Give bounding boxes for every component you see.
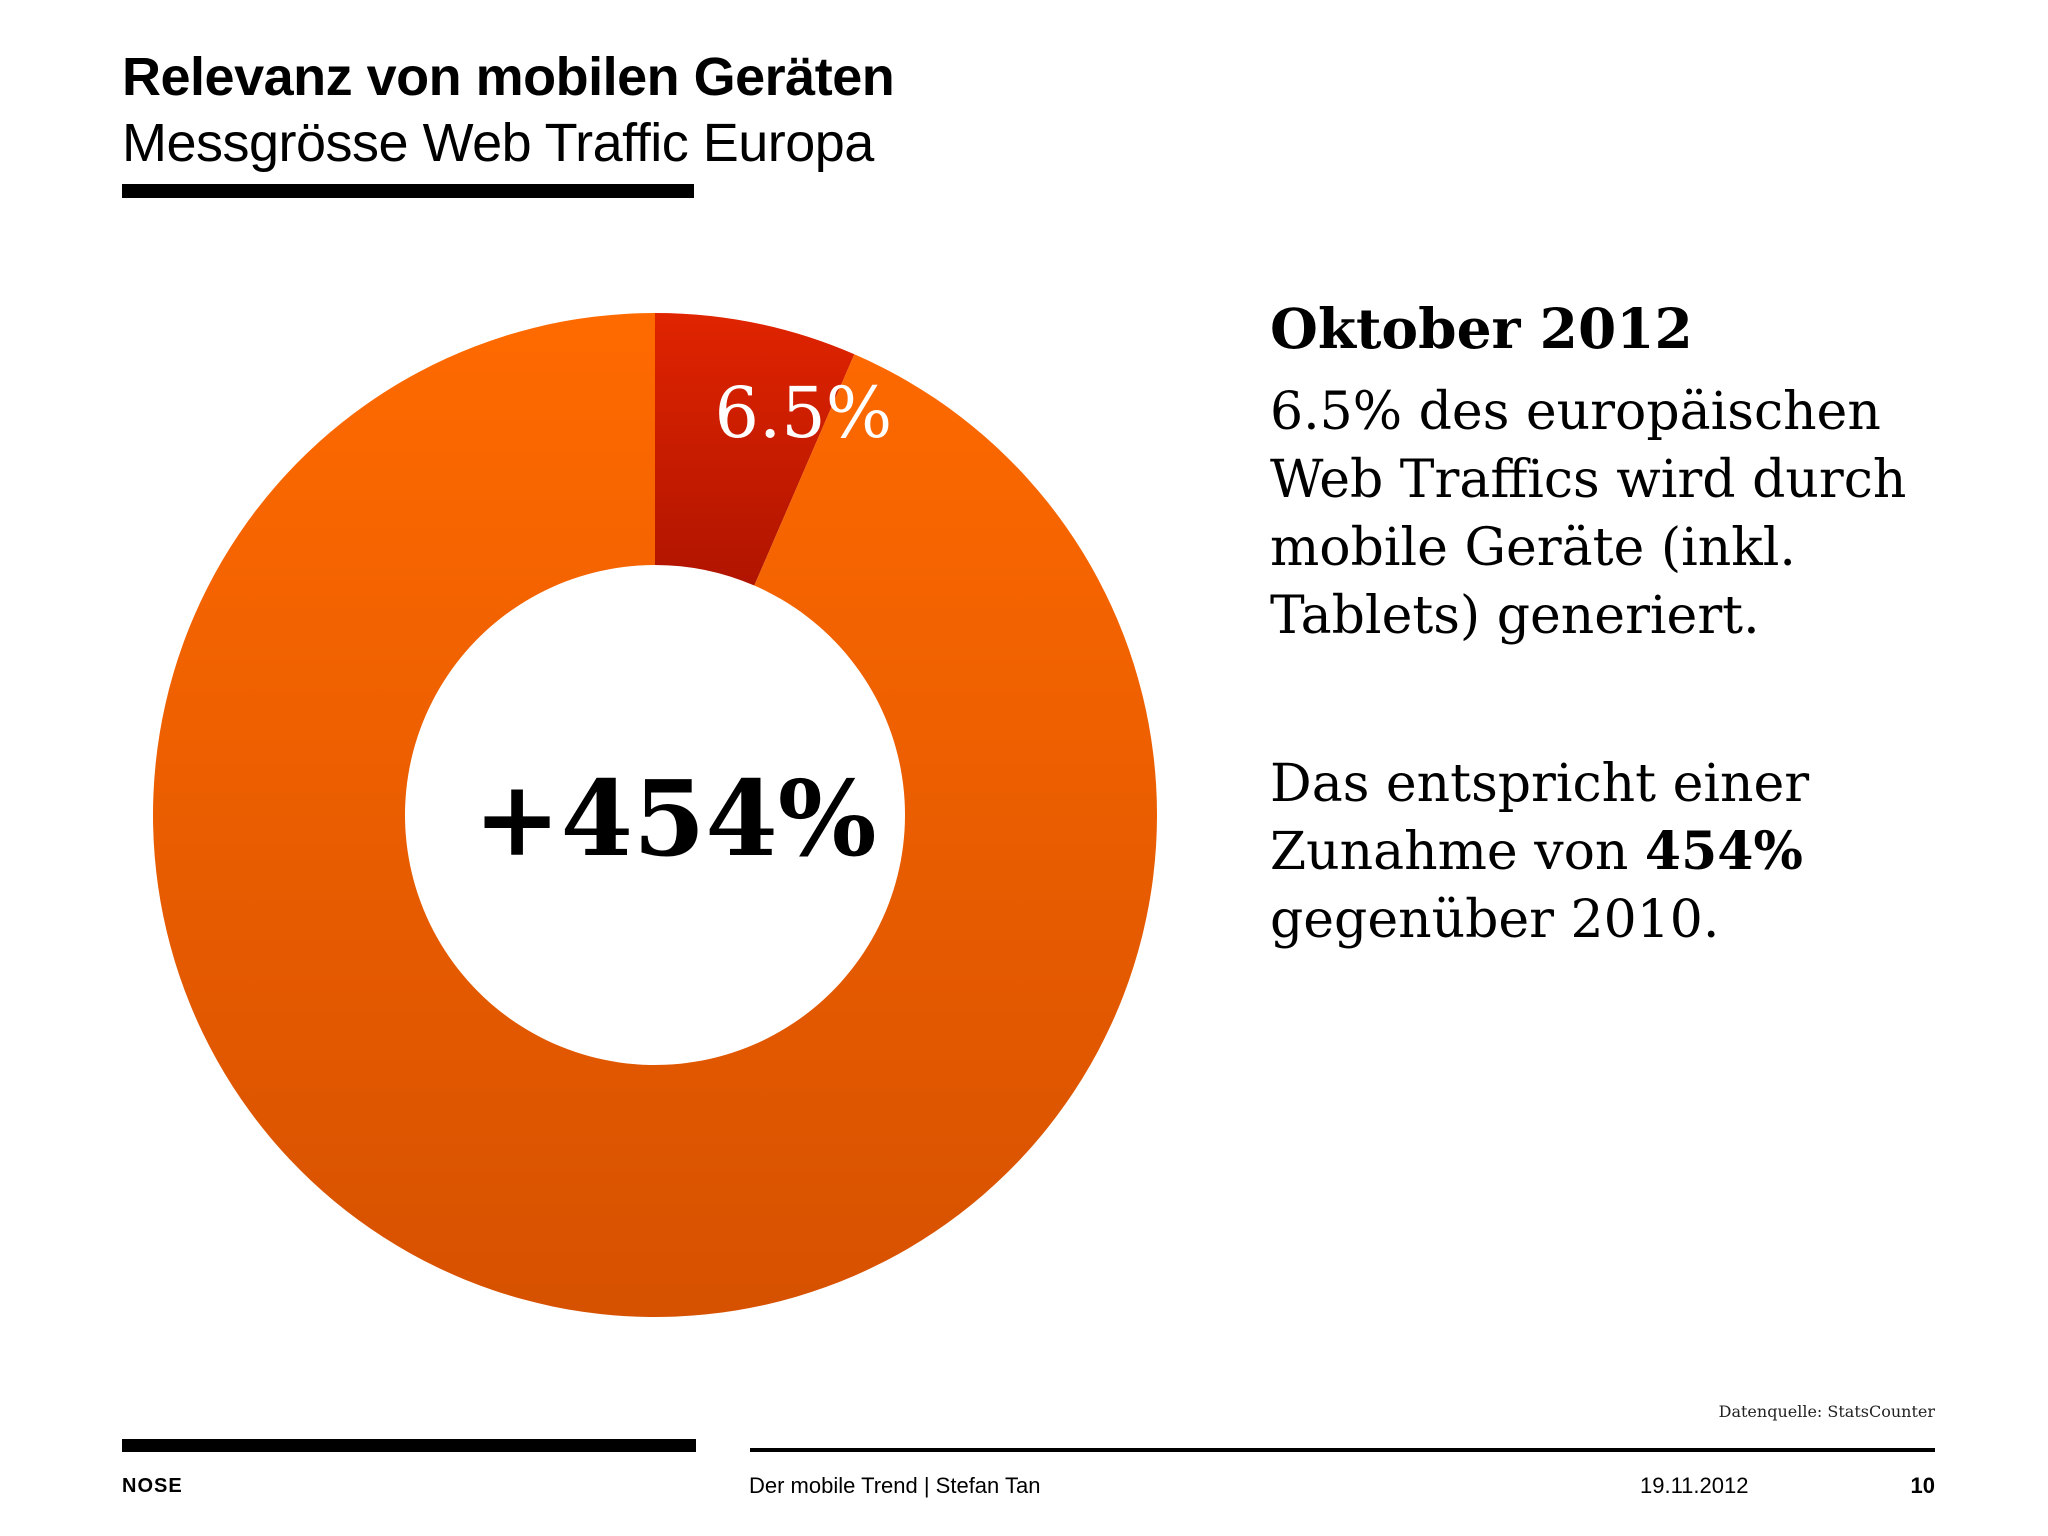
side-paragraph-1: 6.5% des europäischen Web Traffics wird … [1270,382,1907,646]
donut-slice-0 [655,313,855,586]
paragraph-2-prefix: Das entspricht einer Zunahme von [1270,754,1810,882]
side-paragraph-2: Das entspricht einer Zunahme von 454% ge… [1270,750,1950,954]
paragraph-2-suffix: gegenüber 2010. [1270,890,1720,950]
donut-slice-1 [152,313,1157,1318]
slide-subtitle: Messgrösse Web Traffic Europa [122,113,874,173]
donut-center-label: +454% [473,757,876,880]
page-number: 10 [1910,1473,1935,1498]
slide-title: Relevanz von mobilen Geräten [122,47,895,107]
footer-rule-right [750,1448,1935,1452]
side-heading: Oktober 2012 [1270,296,1693,361]
title-underline [122,184,694,198]
footer-date: 19.11.2012 [1640,1473,1749,1498]
brand-logo: NOSE [122,1475,183,1497]
data-source: Datenquelle: StatsCounter [1718,1402,1935,1421]
paragraph-2-bold: 454% [1644,821,1803,882]
footer-presentation-title: Der mobile Trend | Stefan Tan [749,1473,1041,1498]
slice-label: 6.5% [714,372,892,454]
footer-rule-left [122,1439,696,1452]
